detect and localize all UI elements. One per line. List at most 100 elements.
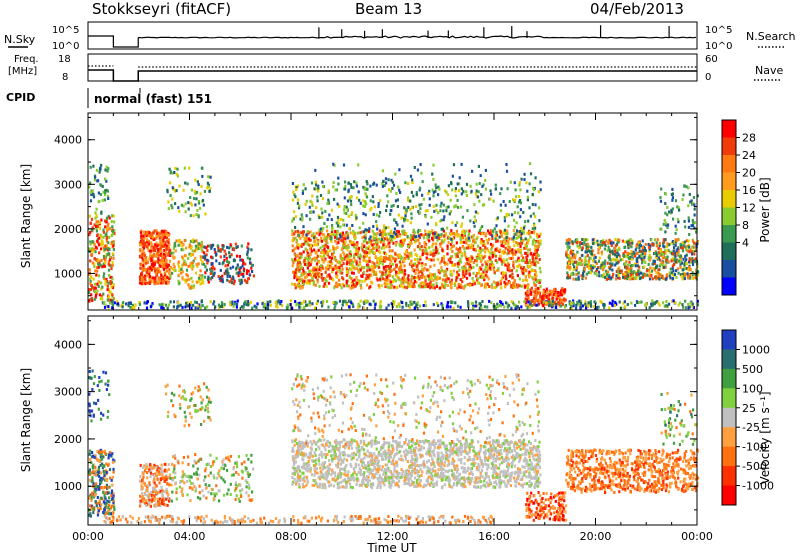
range-gate-cell (177, 243, 180, 247)
range-gate-cell (587, 271, 590, 275)
range-gate-cell (324, 250, 327, 254)
beam-title: Beam 13 (355, 0, 422, 18)
range-gate-cell (93, 247, 96, 251)
range-gate-cell (338, 268, 341, 272)
range-gate-cell (442, 209, 445, 213)
range-gate-cell (528, 258, 531, 262)
range-gate-cell (612, 252, 615, 256)
range-gate-cell (685, 239, 689, 243)
range-gate-cell (355, 252, 359, 256)
range-gate-cell (624, 254, 627, 258)
range-gate-cell (320, 207, 323, 211)
range-gate-cell (404, 278, 407, 282)
range-gate-cell (176, 174, 179, 178)
range-gate-cell (111, 225, 114, 229)
range-gate-cell (169, 300, 172, 304)
range-gate-cell (499, 258, 502, 262)
range-gate-cell (538, 266, 541, 270)
range-gate-cell (90, 297, 93, 300)
range-gate-cell (377, 202, 380, 205)
range-gate-cell (381, 262, 384, 266)
range-gate-cell (594, 272, 597, 275)
range-gate-cell (608, 254, 611, 258)
range-gate-cell (160, 240, 163, 243)
range-gate-cell (520, 269, 524, 273)
range-gate-cell (690, 250, 693, 253)
range-gate-cell (679, 262, 682, 266)
range-gate-cell (189, 302, 192, 306)
range-gate-cell (312, 271, 315, 275)
range-gate-cell (496, 260, 499, 264)
range-gate-cell (474, 241, 477, 244)
range-gate-cell (164, 243, 167, 247)
range-gate-cell (306, 257, 310, 261)
range-gate-cell (582, 243, 585, 247)
range-gate-cell (153, 282, 156, 286)
range-gate-cell (432, 231, 435, 235)
range-gate-cell (673, 273, 676, 276)
range-gate-cell (344, 240, 347, 244)
range-gate-cell (401, 243, 405, 247)
range-gate-cell (193, 197, 196, 200)
range-gate-cell (91, 240, 94, 244)
range-gate-cell (437, 193, 440, 197)
range-gate-cell (167, 246, 170, 250)
range-gate-cell (108, 247, 111, 251)
range-gate-cell (353, 180, 356, 184)
range-gate-cell (424, 209, 427, 213)
range-gate-cell (317, 187, 320, 191)
range-gate-cell (449, 269, 452, 273)
range-gate-cell (390, 259, 393, 263)
range-gate-cell (304, 236, 307, 240)
range-gate-cell (606, 248, 609, 252)
range-gate-cell (672, 252, 675, 256)
range-gate-cell (352, 245, 356, 249)
range-gate-cell (597, 243, 600, 247)
range-gate-cell (422, 249, 425, 253)
range-gate-cell (151, 302, 154, 306)
range-gate-cell (438, 276, 442, 280)
range-gate-cell (307, 237, 311, 241)
range-gate-cell (322, 252, 326, 256)
range-gate-cell (199, 192, 202, 196)
range-gate-cell (511, 272, 514, 276)
range-gate-cell (454, 204, 457, 208)
range-gate-cell (436, 257, 440, 261)
range-gate-cell (617, 253, 620, 257)
range-gate-cell (641, 249, 644, 252)
range-gate-cell (478, 182, 481, 185)
range-gate-cell (617, 272, 620, 276)
range-gate-cell (181, 263, 184, 267)
range-gate-cell (108, 288, 111, 292)
range-gate-cell (608, 273, 611, 277)
range-gate-cell (451, 221, 454, 225)
range-gate-cell (587, 249, 590, 253)
range-gate-cell (148, 272, 151, 276)
range-gate-cell (309, 303, 312, 307)
range-gate-cell (96, 289, 99, 293)
range-gate-cell (190, 203, 193, 207)
range-gate-cell (344, 299, 347, 303)
range-gate-cell (190, 276, 193, 280)
range-gate-cell (460, 225, 463, 229)
range-gate-cell (682, 257, 685, 261)
range-gate-cell (659, 263, 662, 266)
range-gate-cell (197, 200, 200, 203)
range-gate-cell (365, 230, 368, 234)
range-gate-cell (622, 275, 625, 279)
range-gate-cell (410, 254, 413, 258)
range-gate-cell (418, 285, 421, 289)
range-gate-cell (298, 231, 301, 235)
range-gate-cell (418, 211, 421, 215)
range-gate-cell (349, 254, 352, 258)
range-gate-cell (308, 279, 311, 283)
range-gate-cell (424, 232, 427, 236)
range-gate-cell (450, 247, 453, 251)
range-gate-cell (358, 304, 361, 308)
range-gate-cell (417, 210, 420, 214)
range-gate-cell (319, 268, 322, 272)
range-gate-cell (553, 288, 556, 291)
range-gate-cell (488, 256, 491, 260)
range-gate-cell (636, 264, 639, 268)
range-gate-cell (410, 216, 413, 220)
